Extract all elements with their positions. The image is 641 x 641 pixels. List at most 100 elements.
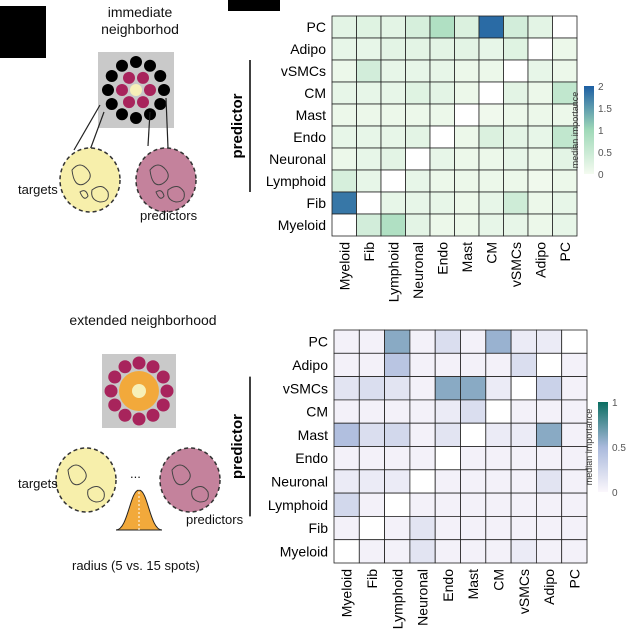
top-cell-PC-Endo <box>429 15 455 39</box>
top-cell-Endo-CM <box>478 125 504 149</box>
top-cell-Neuronal-vSMCs <box>503 147 529 171</box>
neighbor-spot-magenta <box>123 96 135 109</box>
neighbor-spot-black <box>102 84 114 96</box>
bottom-cell-CM-Neuronal <box>409 399 436 424</box>
bottom-legend-title: median importance <box>584 409 594 486</box>
top-col-label-Adipo: Adipo <box>532 242 548 278</box>
bottom-cell-vSMCs-Myeloid <box>333 376 360 401</box>
target-spot-center <box>130 84 142 96</box>
bottom-heatmap: predictor PC Adipo vSMCs CM Mast Endo Neuronal L… <box>229 329 626 629</box>
immediate-neighborhood-diagram <box>59 52 197 213</box>
bottom-cell-vSMCs-Adipo <box>535 376 563 401</box>
top-col-label-Lymphoid: Lymphoid <box>385 242 401 302</box>
bottom-col-label-vSMCs: vSMCs <box>516 569 532 614</box>
bottom-cell-Fib-Adipo <box>535 515 563 541</box>
bottom-cell-Mast-Adipo <box>535 422 563 447</box>
bottom-cell-Neuronal-Endo <box>434 469 461 494</box>
top-cell-Myeloid-Neuronal <box>405 213 431 237</box>
bottom-cell-vSMCs-Mast <box>460 376 487 401</box>
top-cell-Lymphoid-Endo <box>429 169 455 193</box>
bottom-legend-tick: 0.5 <box>612 443 626 454</box>
top-row-label-Lymphoid: Lymphoid <box>266 173 326 189</box>
bottom-legend-colorbar <box>598 402 608 492</box>
top-cell-PC-Mast <box>454 15 480 39</box>
top-cell-Endo-Fib <box>356 125 382 149</box>
top-col-label-CM: CM <box>483 242 499 264</box>
top-col-label-Myeloid: Myeloid <box>336 242 352 290</box>
top-cell-Mast-Neuronal <box>405 103 431 127</box>
bottom-cell-CM-Mast <box>460 399 487 424</box>
neighbor-spot-black <box>144 59 156 72</box>
bottom-cell-Adipo-Fib <box>358 352 386 377</box>
bottom-cell-Mast-Mast <box>460 422 487 447</box>
bottom-cell-vSMCs-Lymphoid <box>384 376 411 401</box>
top-cell-CM-Mast <box>454 81 480 105</box>
top-cell-Mast-Myeloid <box>331 103 357 127</box>
neighbor-spot-black <box>158 84 170 96</box>
bottom-cell-Endo-Lymphoid <box>384 446 411 471</box>
neighbor-spot-magenta <box>137 71 149 84</box>
bottom-col-label-Neuronal: Neuronal <box>415 569 431 626</box>
top-legend-tick: 0.5 <box>598 148 612 159</box>
bottom-cell-Neuronal-Myeloid <box>333 469 360 494</box>
bottom-cell-Fib-vSMCs <box>510 515 537 541</box>
bottom-col-label-Adipo: Adipo <box>541 569 557 605</box>
bottom-cell-Endo-Myeloid <box>333 446 360 471</box>
top-cell-Endo-Endo <box>429 125 455 149</box>
top-heatmap: predictor PC Adipo vSMCs CM Mast Endo Neuronal L… <box>229 15 612 302</box>
top-cell-Mast-Lymphoid <box>380 103 406 127</box>
top-cell-CM-Endo <box>429 81 455 105</box>
top-cell-Lymphoid-CM <box>478 169 504 193</box>
bottom-cell-Mast-Endo <box>434 422 461 447</box>
bottom-cell-Neuronal-Neuronal <box>409 469 436 494</box>
neighbor-spot-magenta <box>144 84 156 96</box>
bottom-cell-Adipo-Neuronal <box>409 352 436 377</box>
top-cell-PC-Adipo <box>527 15 553 39</box>
top-cell-vSMCs-Mast <box>454 59 480 83</box>
bottom-cell-Adipo-Adipo <box>535 352 563 377</box>
bottom-col-label-CM: CM <box>490 569 506 591</box>
top-cell-Neuronal-Myeloid <box>331 147 357 171</box>
top-cell-vSMCs-PC <box>552 59 578 83</box>
top-cell-Endo-Neuronal <box>405 125 431 149</box>
top-legend-tick: 2 <box>598 82 604 93</box>
top-cell-Myeloid-Fib <box>356 213 382 237</box>
bottom-cell-Mast-Lymphoid <box>384 422 411 447</box>
top-cell-Neuronal-Endo <box>429 147 455 171</box>
bottom-cell-Lymphoid-Mast <box>460 492 487 517</box>
bottom-cell-CM-Endo <box>434 399 461 424</box>
bottom-cell-PC-vSMCs <box>510 329 537 354</box>
bottom-cell-Adipo-Mast <box>460 352 487 377</box>
top-cell-Neuronal-Neuronal <box>405 147 431 171</box>
top-row-label-vSMCs: vSMCs <box>281 63 326 79</box>
top-cell-Adipo-Fib <box>356 37 382 61</box>
bottom-cell-Fib-Myeloid <box>333 515 360 541</box>
top-cell-Mast-Endo <box>429 103 455 127</box>
bottom-cell-Fib-CM <box>485 515 512 541</box>
extended-neighbor-spot <box>160 384 174 398</box>
bottom-cell-Myeloid-Fib <box>358 539 386 564</box>
bottom-cell-Mast-Neuronal <box>409 422 436 447</box>
bottom-cell-Fib-Lymphoid <box>384 515 411 541</box>
top-col-label-Endo: Endo <box>434 242 450 275</box>
top-cell-Lymphoid-Fib <box>356 169 382 193</box>
top-cell-PC-CM <box>478 15 504 39</box>
extended-predictors-cells-icon <box>159 447 221 513</box>
top-cell-Neuronal-Lymphoid <box>380 147 406 171</box>
top-cell-Endo-Adipo <box>527 125 553 149</box>
bottom-cell-Lymphoid-Adipo <box>535 492 563 517</box>
bottom-cell-PC-Fib <box>358 329 386 354</box>
top-col-label-Neuronal: Neuronal <box>410 242 426 299</box>
top-cell-Lymphoid-PC <box>552 169 578 193</box>
top-cell-Lymphoid-Lymphoid <box>380 169 406 193</box>
bottom-y-axis-title: predictor <box>229 414 246 479</box>
top-cell-Mast-Fib <box>356 103 382 127</box>
top-cell-Myeloid-Myeloid <box>331 213 357 237</box>
predictor-spots-outer-ring <box>102 56 170 124</box>
bottom-predictors-label: predictors <box>186 512 244 527</box>
neighbor-spot-black <box>130 112 142 124</box>
extended-target-center <box>132 384 146 398</box>
top-cell-Fib-vSMCs <box>503 191 529 215</box>
bottom-col-label-Endo: Endo <box>440 569 456 602</box>
top-cell-Myeloid-CM <box>478 213 504 237</box>
